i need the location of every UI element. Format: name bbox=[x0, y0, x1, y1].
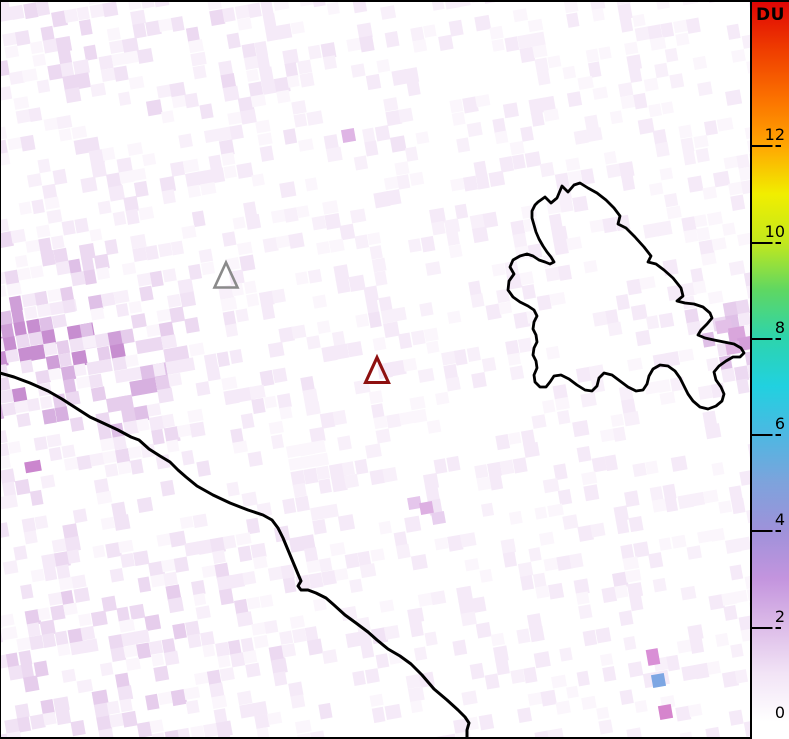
data-pixel bbox=[650, 672, 667, 689]
colorbar-tick-line bbox=[752, 530, 789, 533]
data-pixel bbox=[657, 703, 674, 721]
colorbar-tick-label: 8 bbox=[774, 317, 785, 337]
data-pixel bbox=[24, 459, 42, 474]
data-pixel bbox=[340, 127, 357, 144]
colorbar-tick-line bbox=[752, 626, 789, 629]
data-pixel bbox=[727, 325, 747, 342]
noise-cells bbox=[1, 2, 750, 737]
lake-outline-path bbox=[506, 181, 746, 411]
data-pixel bbox=[419, 500, 434, 516]
map-panel bbox=[0, 0, 750, 739]
colorbar-unit-label: DU bbox=[756, 5, 785, 25]
data-pixel bbox=[407, 495, 422, 511]
marker-layer bbox=[212, 259, 391, 385]
data-pixel bbox=[645, 648, 661, 666]
colorbar-tick-label: 10 bbox=[764, 221, 785, 241]
colorbar-tick-label: 2 bbox=[774, 606, 785, 626]
marker-dark-red-triangle bbox=[363, 353, 391, 385]
colorbar-tick-line bbox=[752, 241, 789, 244]
coastline-path bbox=[1, 371, 471, 737]
colorbar-tick-label: 4 bbox=[774, 510, 785, 530]
colorbar-tick-label: 6 bbox=[774, 414, 785, 434]
colorbar-tick-line bbox=[752, 337, 789, 340]
colorbar: 12 10 8 6 4 2 0 DU bbox=[750, 0, 789, 739]
colorbar-tick-line bbox=[752, 145, 789, 148]
map-svg bbox=[1, 2, 750, 737]
colorbar-tick-label: 0 bbox=[774, 703, 785, 722]
data-pixel bbox=[431, 510, 446, 526]
marker-gray-triangle bbox=[212, 259, 240, 289]
colorbar-gradient bbox=[752, 2, 789, 739]
map-noise-layer bbox=[1, 2, 750, 737]
colorbar-tick-line bbox=[752, 434, 789, 437]
colorbar-tick-label: 12 bbox=[764, 125, 785, 145]
